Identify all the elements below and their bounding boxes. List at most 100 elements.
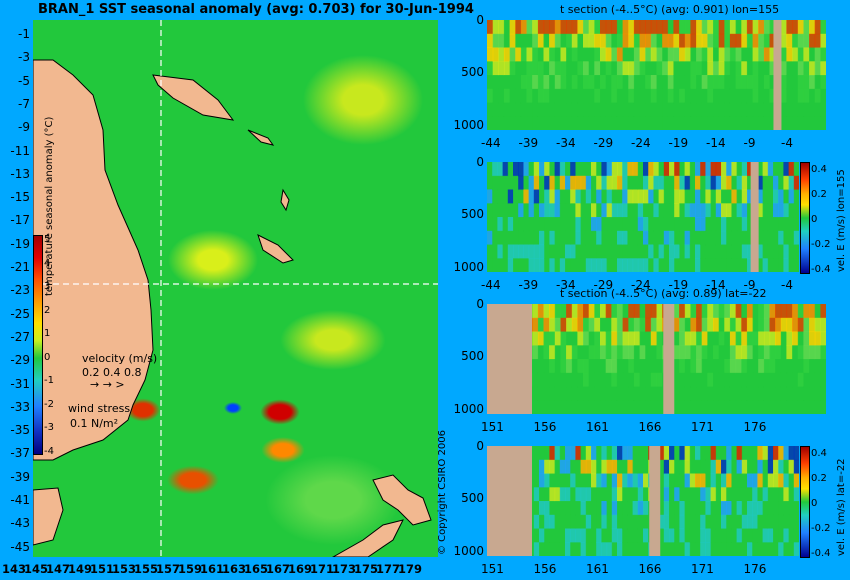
heatmap-cell	[673, 47, 680, 62]
heatmap-cell	[674, 162, 680, 177]
heatmap-cell	[786, 88, 793, 104]
heatmap-cell	[735, 61, 742, 76]
heatmap-cell	[695, 446, 701, 461]
heatmap-cell	[575, 162, 582, 177]
heatmap-cell	[554, 514, 561, 530]
heatmap-cell	[783, 487, 790, 502]
heatmap-cell	[736, 244, 743, 259]
heatmap-cell	[632, 501, 639, 516]
heatmap-cell	[658, 459, 665, 475]
heatmap-cell	[643, 501, 649, 516]
heatmap-cell	[537, 102, 545, 117]
heatmap-cell	[622, 386, 629, 401]
panel-xtick: 161	[586, 562, 609, 576]
heatmap-cell	[616, 102, 624, 117]
heatmap-cell	[575, 230, 582, 246]
heatmap-cell	[721, 528, 727, 543]
heatmap-cell	[679, 88, 686, 104]
heatmap-cell	[518, 258, 524, 273]
heatmap-cell	[689, 175, 696, 191]
heatmap-cell	[559, 459, 566, 475]
heatmap-cell	[780, 20, 788, 35]
heatmap-cell	[679, 345, 686, 360]
heatmap-cell	[674, 217, 680, 232]
heatmap-cell	[803, 317, 810, 333]
heatmap-cell	[803, 102, 810, 117]
heatmap-cell	[653, 189, 660, 204]
heatmap-cell	[690, 345, 697, 360]
heatmap-cell	[747, 514, 753, 530]
heatmap-cell	[645, 33, 652, 49]
heatmap-cell	[690, 88, 697, 104]
heatmap-cell	[639, 75, 646, 90]
heatmap-cell	[596, 459, 602, 475]
heatmap-cell	[570, 473, 576, 488]
heatmap-cell	[591, 487, 597, 502]
heatmap-cell	[758, 102, 765, 117]
panel-ytick: 1000	[453, 117, 484, 132]
heatmap-cell	[684, 317, 692, 333]
heatmap-cell	[487, 244, 493, 259]
heatmap-cell	[663, 162, 670, 177]
velocity-colorbar-tick: -0.4	[811, 548, 831, 559]
heatmap-cell	[726, 175, 732, 191]
heatmap-cell	[611, 217, 618, 232]
heatmap-cell	[769, 116, 776, 131]
heatmap-cell	[684, 473, 691, 488]
heatmap-cell	[736, 542, 743, 557]
heatmap-cell	[515, 116, 522, 131]
heatmap-cell	[820, 400, 827, 415]
heatmap-cell	[583, 61, 590, 76]
heatmap-cell	[622, 175, 628, 191]
heatmap-cell	[632, 459, 639, 475]
heatmap-cell	[797, 102, 805, 117]
heatmap-cell	[515, 75, 522, 90]
heatmap-cell	[539, 230, 545, 246]
heatmap-cell	[560, 47, 567, 62]
heatmap-cell	[788, 501, 795, 516]
heatmap-cell	[707, 400, 714, 415]
heatmap-cell	[667, 61, 675, 76]
heatmap-cell	[565, 258, 571, 273]
lat-tick: -19	[10, 236, 30, 251]
heatmap-cell	[585, 175, 592, 191]
heatmap-cell	[523, 175, 530, 191]
heatmap-cell	[628, 400, 635, 415]
heatmap-cell	[566, 331, 573, 346]
heatmap-cell	[797, 400, 805, 415]
heatmap-cell	[571, 88, 579, 104]
heatmap-cell	[707, 47, 714, 62]
heatmap-cell	[549, 528, 556, 543]
heatmap-cell	[633, 345, 641, 360]
heatmap-cell	[674, 487, 680, 502]
heatmap-cell	[543, 33, 550, 49]
heatmap-cell	[580, 542, 587, 557]
heatmap-cell	[705, 230, 712, 246]
heatmap-cell	[778, 189, 784, 204]
heatmap-cell	[778, 244, 784, 259]
heatmap-cell	[715, 501, 722, 516]
lat-tick: -39	[10, 469, 30, 484]
heatmap-cell	[747, 446, 753, 461]
heatmap-cell	[746, 345, 754, 360]
heatmap-cell	[539, 528, 545, 543]
heatmap-cell	[520, 47, 528, 62]
heatmap-cell	[543, 47, 550, 62]
land-mask	[773, 20, 782, 130]
heatmap-cell	[752, 528, 758, 543]
heatmap-cell	[701, 331, 708, 346]
heatmap-cell	[605, 88, 612, 104]
heatmap-cell	[601, 459, 608, 475]
heatmap-cell	[628, 359, 635, 374]
heatmap-cell	[627, 203, 634, 218]
heatmap-cell	[715, 258, 722, 273]
heatmap-cell	[724, 102, 731, 117]
heatmap-cell	[773, 473, 779, 488]
heatmap-cell	[513, 175, 519, 191]
heatmap-cell	[571, 304, 579, 319]
heatmap-cell	[528, 244, 535, 259]
panel-xtick: -14	[706, 136, 726, 150]
heatmap-cell	[554, 331, 562, 346]
heatmap-cell	[658, 244, 665, 259]
heatmap-cell	[820, 75, 827, 90]
